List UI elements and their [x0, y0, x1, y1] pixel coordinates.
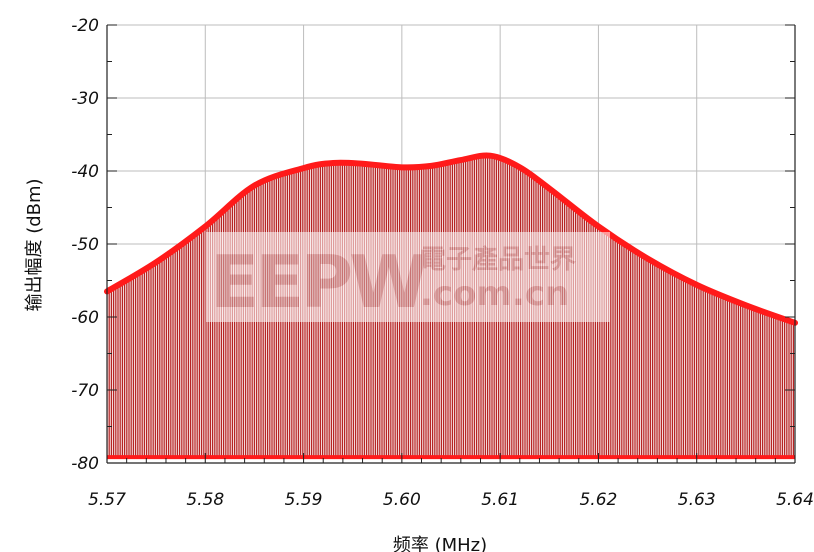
watermark-logo: EEPW [210, 240, 427, 324]
y-tick-label: -60 [71, 308, 99, 328]
y-tick-label: -50 [71, 235, 99, 255]
y-tick-label: -70 [71, 381, 99, 401]
x-tick-label: 5.57 [88, 490, 126, 510]
watermark-url: .com.cn [420, 274, 569, 314]
x-tick-label: 5.64 [776, 490, 814, 510]
watermark-cn-text: 電子產品世界 [420, 244, 576, 275]
x-tick-label: 5.61 [481, 490, 519, 510]
y-tick-label: -20 [71, 16, 99, 36]
y-tick-label: -40 [71, 162, 99, 182]
watermark: EEPW 電子產品世界 .com.cn [206, 232, 610, 324]
x-tick-label: 5.59 [285, 490, 323, 510]
series-line-layer [104, 152, 798, 460]
x-tick-label: 5.60 [383, 490, 421, 510]
tick-labels: -20 -30 -40 -50 -60 -70 -80 5.57 5.58 5.59 5.60 5.6… [71, 16, 814, 510]
x-tick-label: 5.58 [186, 490, 224, 510]
series-line [104, 152, 798, 326]
x-axis-title: 频率 (MHz) [393, 535, 487, 552]
y-tick-label: -30 [71, 89, 99, 109]
watermark-background [206, 232, 610, 322]
y-tick-label: -80 [71, 454, 99, 474]
y-axis-title: 输出幅度 (dBm) [24, 178, 45, 311]
x-tick-label: 5.63 [678, 490, 716, 510]
x-tick-label: 5.62 [579, 490, 617, 510]
tick-marks [106, 24, 796, 464]
